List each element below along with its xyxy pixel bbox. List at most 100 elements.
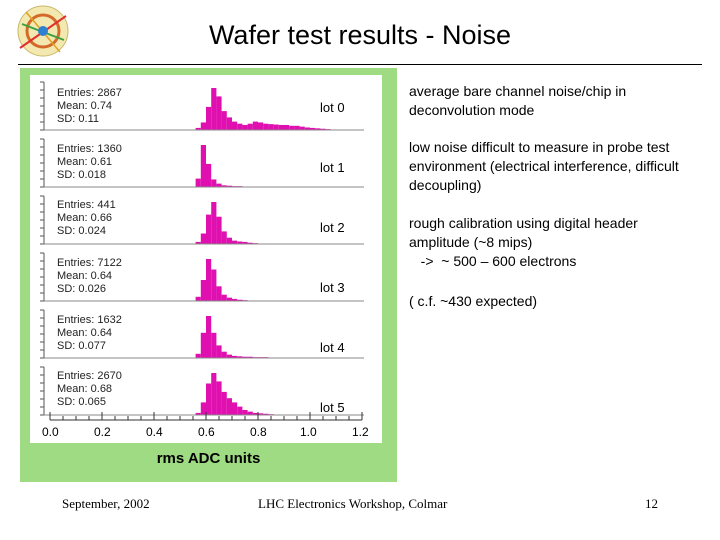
histogram-bar [226,354,232,358]
histogram-bar [226,297,232,301]
histogram-bar [216,183,222,187]
histogram-bar [221,185,227,187]
histogram-bar [200,233,206,244]
histogram-bar [294,125,300,130]
histogram-bar [200,402,206,415]
x-tick-label: 0.0 [42,425,59,439]
histogram-bar [195,178,201,187]
histogram-bar [242,241,248,244]
lot-label-1: lot 1 [320,160,345,175]
stats-lot-3: Entries: 7122 Mean: 0.64 SD: 0.026 [57,257,122,295]
mean-value: 0.64 [90,270,113,282]
histogram-bar [195,241,201,244]
histogram-bar [206,383,212,415]
x-tick-label: 1.2 [352,425,369,439]
sd-value: 0.11 [78,113,99,125]
histogram-bar [211,373,217,415]
mean-value: 0.68 [90,383,113,395]
x-axis-label: rms ADC units [156,450,261,467]
stats-lot-2: Entries: 441 Mean: 0.66 SD: 0.024 [57,199,116,237]
histogram-bar [237,241,243,244]
sd-value: 0.077 [78,340,106,352]
histogram-bar [247,411,253,415]
histogram-bar [299,126,305,130]
note-expected: ( c.f. ~430 expected) [409,293,538,309]
sd-value: 0.024 [78,225,106,237]
histogram-bar [226,398,232,415]
histogram-bar [200,332,206,358]
histogram-bar [232,240,238,244]
histogram-bar [206,106,212,130]
histogram-bar [226,237,232,244]
histogram-bar [247,242,253,244]
histogram-bar [304,127,310,130]
x-tick-label: 0.2 [94,425,111,439]
mean-value: 0.64 [90,327,113,339]
histogram-bar [216,216,222,244]
histogram-bar [221,231,227,244]
x-tick-label: 0.6 [198,425,215,439]
entries-value: 2867 [97,87,122,99]
histogram-bar [211,269,217,301]
histogram-bar [221,351,227,358]
histogram-bar [195,353,201,358]
histogram-bar [211,332,217,358]
stats-lot-4: Entries: 1632 Mean: 0.64 SD: 0.077 [57,314,122,352]
lot-label-3: lot 3 [320,280,345,295]
mean-value: 0.61 [90,156,113,168]
histogram-bar [242,124,248,130]
entries-value: 7122 [97,257,122,269]
histogram-bar [242,356,248,358]
histogram-bar [273,124,279,130]
histogram-bar [200,122,206,130]
histogram-bar [232,355,238,358]
sd-value: 0.026 [78,283,106,295]
entries-value: 1360 [97,143,122,155]
histogram-bar [310,127,316,130]
histogram-bar [237,406,243,415]
histogram-bar [216,286,222,301]
note-noise-average: average bare channel noise/chip in decon… [409,83,627,118]
lot-label-2: lot 2 [320,220,345,235]
histogram-bar [200,280,206,301]
histogram-bar [232,298,238,301]
histogram-bar [200,145,206,187]
lot-label-5: lot 5 [320,400,345,415]
histogram-bar [320,128,326,130]
histogram-bar [258,122,264,130]
histogram-bar [258,413,264,415]
histogram-bar [211,179,217,187]
histogram-bar [195,412,201,415]
x-tick-label: 0.8 [250,425,267,439]
histogram-bar [242,409,248,415]
slide-title: Wafer test results - Noise [208,20,512,50]
entries-value: 441 [97,199,116,211]
lot-label-0: lot 0 [320,100,345,115]
histogram-bar [221,294,227,301]
histogram-bar [206,163,212,187]
histogram-bar [206,316,212,358]
histogram-bar [247,123,253,130]
note-electrons: -> ~ 500 – 600 electrons [409,253,577,269]
histogram-bar [221,111,227,130]
stats-lot-5: Entries: 2670 Mean: 0.68 SD: 0.065 [57,370,122,408]
mean-value: 0.74 [90,100,113,112]
histogram-bar [237,356,243,358]
sd-value: 0.065 [78,396,106,408]
histogram-bar [289,125,295,130]
page-number: 12 [645,496,658,511]
sd-value: 0.018 [78,169,106,181]
note-probe-environment: low noise difficult to measure in probe … [409,139,679,193]
histogram-bar [221,391,227,415]
histogram-bar [278,124,284,130]
histogram-bar [268,124,274,130]
histogram-bar [232,121,238,130]
title-divider [18,64,702,65]
histogram-bar [315,128,321,130]
histogram-bar [206,259,212,301]
entries-value: 1632 [97,314,122,326]
histogram-bar [263,123,269,130]
histogram-bar [216,345,222,358]
histogram-bar [263,413,269,415]
